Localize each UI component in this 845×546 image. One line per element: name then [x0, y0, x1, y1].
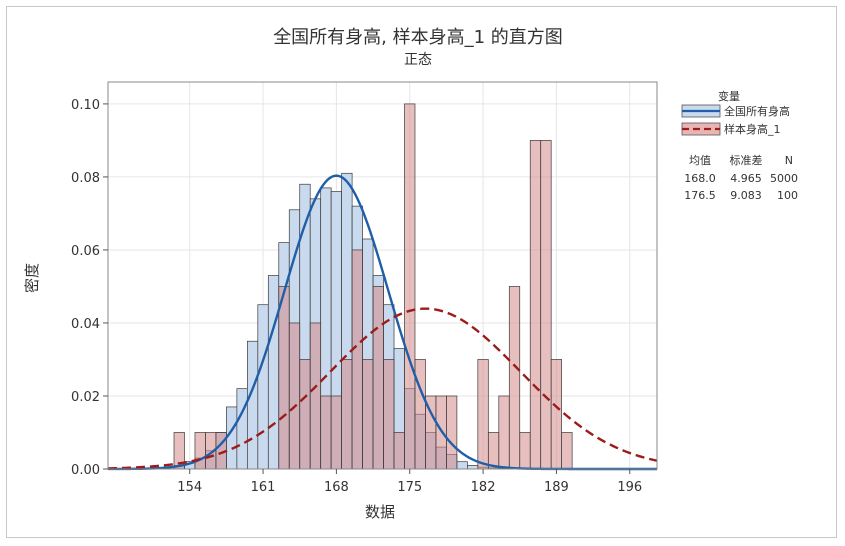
histogram-bar: [519, 432, 531, 470]
stats-header-mean: 均值: [689, 154, 711, 167]
x-tick-label: 189: [544, 480, 569, 495]
chart-title: 全国所有身高, 样本身高_1 的直方图: [273, 27, 563, 48]
y-tick-label: 0.00: [71, 463, 100, 478]
stats-n-series-1: 5000: [770, 172, 798, 185]
histogram-bar: [309, 322, 322, 470]
histogram-chart: 全国所有身高, 样本身高_1 的直方图 正态 0.000.020.040.060…: [23, 27, 798, 521]
stats-sd-series-1: 4.965: [730, 172, 762, 185]
histogram-bar: [393, 432, 405, 470]
chart-frame: 全国所有身高, 样本身高_1 的直方图 正态 0.00 0.02 0.04 0.06 0…: [6, 6, 837, 538]
histogram-bar: [414, 359, 426, 470]
legend: 变量 全国所有身高 样本身高_1 均值 标准差 N 168.0 4.965 50…: [681, 89, 798, 202]
histogram-bar: [288, 322, 301, 470]
legend-stats-table: 均值 标准差 N 168.0 4.965 5000 176.5 9.083 10…: [684, 153, 798, 202]
plot-area-border: [107, 81, 658, 470]
y-tick-label: 0.06: [71, 244, 100, 259]
histogram-bar: [467, 464, 479, 470]
x-tick-label: 196: [617, 480, 642, 495]
histogram-bar: [236, 388, 248, 470]
y-tick-label: 0.08: [71, 171, 100, 186]
histogram-bar: [404, 103, 416, 470]
histogram-bar: [550, 359, 563, 470]
histogram-bar: [498, 395, 510, 470]
x-tick-label: 182: [471, 480, 496, 495]
x-tick-label: 168: [324, 480, 349, 495]
legend-title: 变量: [718, 89, 740, 103]
histogram-bar: [246, 340, 259, 470]
legend-label-series-1: 全国所有身高: [724, 104, 790, 118]
histogram-bar: [561, 432, 573, 470]
histogram-bar: [194, 432, 206, 470]
x-tick-label: 161: [251, 480, 276, 495]
y-tick-label: 0.04: [71, 317, 100, 332]
histogram-bar: [529, 140, 542, 470]
x-axis-ticks: 154 161 168 175 182 189 196: [177, 469, 642, 495]
histogram-bar: [540, 140, 552, 470]
x-tick-label: 175: [397, 480, 422, 495]
stats-header-sd: 标准差: [730, 153, 763, 167]
legend-item-series-2: 样本身高_1: [681, 122, 781, 136]
histogram-bar: [372, 286, 384, 470]
histogram-bar: [226, 406, 238, 470]
density-curve-series-2: [107, 307, 658, 470]
histogram-bar: [383, 359, 395, 470]
histogram-bar: [330, 395, 342, 470]
histogram-bar: [446, 395, 458, 470]
histogram-bar: [456, 461, 468, 470]
histogram-bar: [487, 432, 500, 470]
stats-n-series-2: 100: [777, 189, 798, 202]
y-tick-label: 0.10: [71, 98, 100, 113]
x-axis-label: 数据: [365, 503, 395, 521]
stats-sd-series-2: 9.083: [730, 189, 762, 202]
histogram-bar: [477, 359, 489, 470]
legend-item-series-1: 全国所有身高: [681, 104, 790, 118]
stats-mean-series-1: 168.0: [684, 172, 716, 185]
histogram-bar: [267, 275, 280, 470]
stats-header-n: N: [785, 154, 793, 167]
histogram-bar: [278, 286, 290, 470]
y-tick-label: 0.02: [71, 390, 100, 405]
y-axis-label: 密度: [23, 263, 41, 293]
chart-subtitle: 正态: [404, 52, 432, 68]
histogram-bar: [257, 304, 269, 470]
histogram-bar: [299, 359, 311, 470]
x-tick-label: 154: [177, 480, 202, 495]
histogram-bar: [320, 395, 332, 470]
histogram-bar: [351, 249, 363, 470]
legend-label-series-2: 样本身高_1: [724, 122, 781, 136]
y-axis-ticks: 0.00 0.02 0.04 0.06 0.08 0.10: [71, 98, 108, 478]
histogram-bar: [362, 359, 374, 470]
histogram-bar: [508, 286, 521, 470]
histogram-bar: [341, 359, 353, 470]
stats-mean-series-2: 176.5: [684, 189, 716, 202]
